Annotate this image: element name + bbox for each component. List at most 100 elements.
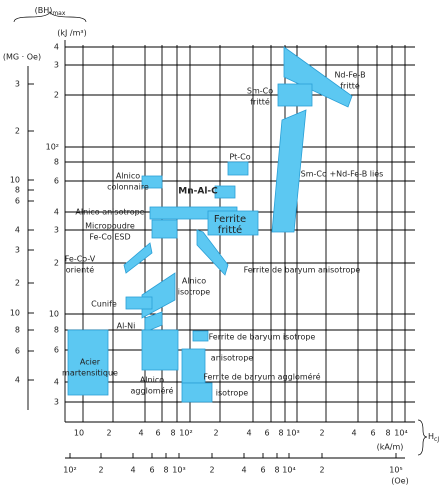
region-label: aggloméré [131, 386, 174, 396]
x-tick-label: 8 [170, 429, 175, 438]
y-tick-label: 3 [15, 246, 20, 255]
y-tick-label: 4 [54, 378, 59, 387]
region-label: Ferrite de baryum aggloméré [203, 372, 320, 382]
region [67, 329, 109, 396]
x-tick-label: 4 [246, 429, 251, 438]
y-tick-label: 8 [54, 326, 59, 335]
y-tick-label: 2 [54, 259, 59, 268]
y-tick-label: 8 [54, 158, 59, 167]
y-tick-label: 8 [15, 326, 20, 335]
y-tick-label: 4 [54, 43, 59, 52]
x-tick-label: 4 [351, 429, 356, 438]
y-tick-label: 10 [49, 310, 59, 319]
region-label: Mn-Al-C [178, 187, 218, 197]
region [141, 175, 163, 189]
region-label: Ferrite de baryum anisotrope [244, 266, 361, 275]
x-tick-label: 4 [138, 429, 143, 438]
region-label: Nd-Fe-B [334, 71, 365, 80]
x-tick-label: 10⁵ [389, 466, 402, 475]
region-label: Pt-Co [229, 153, 250, 162]
region [283, 46, 353, 108]
x-tick-label: 2 [209, 466, 214, 475]
x-tick-label: 2 [106, 429, 111, 438]
region-label: Alnico [140, 376, 164, 385]
y-tick-label: 2 [54, 91, 59, 100]
axis-unit: (Oe) [391, 477, 408, 486]
region [181, 348, 206, 384]
x-tick-label: 2 [213, 429, 218, 438]
region-label: Alnico anisotrope [75, 208, 144, 217]
region-label: martensitique [62, 369, 118, 378]
region [125, 296, 153, 310]
region [196, 229, 229, 276]
region-label: Ferrite de baryum isotrope [209, 333, 316, 342]
region-label: Acier [80, 358, 101, 367]
y-tick-label: 6 [15, 197, 20, 206]
region-label: isotrope [178, 288, 211, 297]
y-tick-label: 6 [54, 346, 59, 355]
y-tick-label: 4 [15, 226, 20, 235]
region-label: fritté [218, 224, 242, 236]
region [227, 161, 249, 176]
region-label: Alnico [182, 277, 206, 286]
region [144, 311, 163, 333]
x-tick-label: 8 [385, 429, 390, 438]
x-tick-label: 8 [163, 466, 168, 475]
x-tick-label: 6 [264, 429, 269, 438]
region [151, 219, 178, 239]
y-tick-label: 6 [54, 177, 59, 186]
x-tick-label: 2 [319, 429, 324, 438]
x-tick-label: 10 [74, 429, 84, 438]
region-label: colonnaire [107, 183, 149, 192]
y-tick-label: 3 [54, 61, 59, 70]
x-tick-label: 10⁴ [282, 466, 295, 475]
region-label: orienté [66, 265, 95, 275]
region-label: Al-Ni [117, 322, 136, 331]
y-tick-label: 2 [15, 279, 20, 288]
region-label: Sm-Co [247, 87, 273, 96]
region [141, 272, 176, 319]
region-label: Cunife [91, 300, 117, 309]
y-tick-label: 3 [15, 80, 20, 89]
y-tick-label: 10² [46, 143, 59, 152]
x-tick-label: 10³ [172, 466, 185, 475]
regions [67, 46, 353, 403]
region [123, 242, 153, 274]
region-label: Ferrite [214, 214, 246, 225]
y-tick-label: 8 [15, 186, 20, 195]
region [181, 382, 213, 403]
region [192, 330, 209, 342]
region-label: Micropoudre [85, 222, 135, 231]
region [141, 329, 179, 371]
x-tick-label: 10² [179, 429, 192, 438]
axis-unit: (kJ /m³) [57, 29, 86, 38]
x-tick-label: 10³ [286, 429, 299, 438]
y-tick-label: 3 [54, 226, 59, 235]
x-tick-label: 8 [274, 466, 279, 475]
y-tick-label: 10 [10, 176, 20, 185]
region-label: fritté [340, 81, 360, 91]
y-tick-label: 4 [15, 376, 20, 385]
y-tick-label: 10 [10, 309, 20, 318]
x-tick-label: 2 [98, 466, 103, 475]
x-tick-label: 2 [319, 466, 324, 475]
y-tick-label: 6 [15, 347, 20, 356]
region-label: Fe-Co ESD [89, 233, 130, 242]
x-tick-label: 6 [370, 429, 375, 438]
region [207, 210, 259, 236]
region-label: fritté [250, 97, 270, 107]
region-label: Sm-Co +Nd-Fe-B liés [301, 169, 384, 179]
y-tick-label: 2 [15, 127, 20, 136]
y-tick-label: 4 [54, 208, 59, 217]
x-tick-label: 10² [63, 466, 76, 475]
x-tick-label: 10⁴ [394, 429, 407, 438]
x-tick-label: 6 [149, 466, 154, 475]
region [277, 83, 313, 107]
region [214, 185, 236, 199]
x-tick-label: 6 [155, 429, 160, 438]
axis-unit: (MG · Oe) [3, 53, 41, 62]
y-tick-label: 3 [54, 398, 59, 407]
brace [417, 419, 428, 456]
